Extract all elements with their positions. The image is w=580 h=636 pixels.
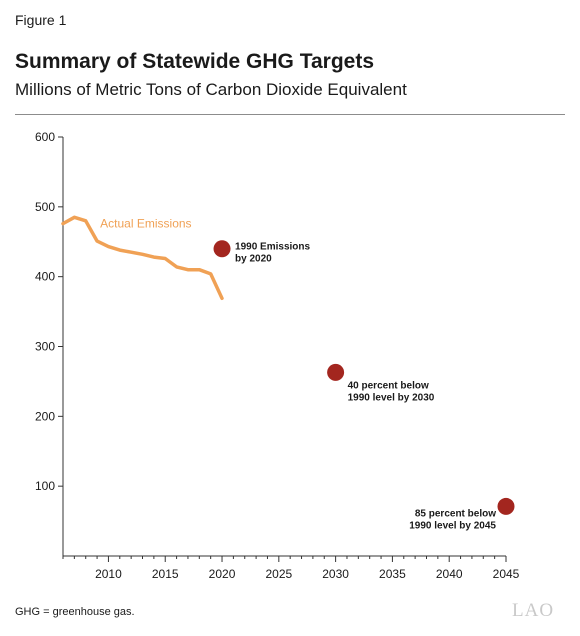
x-tick-label: 2015 xyxy=(152,567,179,581)
x-tick-label: 2040 xyxy=(436,567,463,581)
title-divider xyxy=(15,114,565,115)
target-label: 1990 Emissions xyxy=(235,242,310,253)
y-tick-label: 300 xyxy=(35,340,55,354)
footnote: GHG = greenhouse gas. xyxy=(15,606,135,618)
chart-title: Summary of Statewide GHG Targets xyxy=(15,50,375,73)
x-tick-label: 2045 xyxy=(493,567,520,581)
y-tick-label: 400 xyxy=(35,270,55,284)
x-tick-label: 2010 xyxy=(95,567,122,581)
x-tick-label: 2030 xyxy=(322,567,349,581)
y-tick-label: 600 xyxy=(35,130,55,144)
y-tick-label: 100 xyxy=(35,479,55,493)
target-label: 40 percent below xyxy=(348,380,429,391)
x-tick-label: 2025 xyxy=(265,567,292,581)
y-tick-label: 200 xyxy=(35,409,55,423)
actual-emissions-label: Actual Emissions xyxy=(100,217,191,231)
target-label: 1990 level by 2030 xyxy=(348,392,435,403)
target-point xyxy=(327,363,345,381)
x-tick-label: 2035 xyxy=(379,567,406,581)
lao-logo: LAO xyxy=(512,600,555,621)
ghg-chart: 100 200 300 400 500 600 2010 2015 2020 2025 2030 20… xyxy=(35,130,520,581)
figure-label: Figure 1 xyxy=(15,12,67,28)
chart-subtitle: Millions of Metric Tons of Carbon Dioxid… xyxy=(15,80,407,99)
target-label: by 2020 xyxy=(235,254,272,265)
target-label: 1990 level by 2045 xyxy=(409,520,496,531)
actual-emissions-line xyxy=(61,215,224,301)
x-tick-label: 2020 xyxy=(209,567,236,581)
target-point xyxy=(497,497,515,515)
y-tick-label: 500 xyxy=(35,200,55,214)
target-point xyxy=(213,240,231,258)
target-label: 85 percent below xyxy=(415,508,496,519)
